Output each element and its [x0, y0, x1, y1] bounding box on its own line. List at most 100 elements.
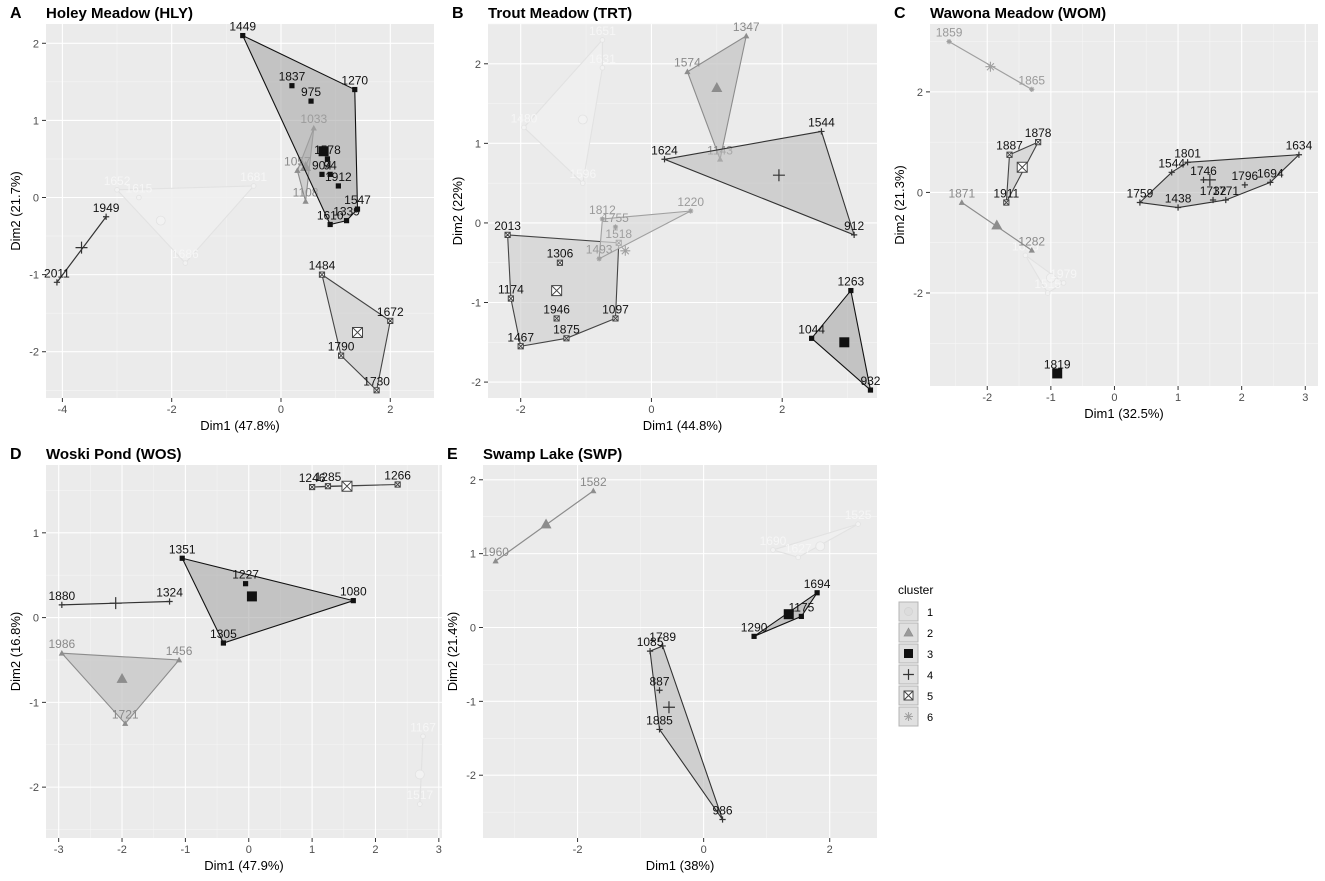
x-tick-label: -2 — [167, 404, 177, 416]
legend-symbol — [904, 649, 913, 658]
data-point — [596, 256, 602, 262]
data-point — [58, 601, 65, 608]
point-label: 1979 — [1050, 267, 1077, 281]
legend-symbol — [903, 690, 914, 701]
data-point — [1222, 196, 1229, 204]
x-tick-label: -2 — [573, 844, 583, 856]
cluster-centroid — [75, 241, 88, 254]
point-label: 1887 — [996, 139, 1023, 153]
point-label: 1686 — [172, 247, 199, 261]
point-label: 1651 — [589, 24, 616, 38]
cluster-centroid — [662, 701, 675, 714]
y-axis-label: Dim2 (21.3%) — [892, 165, 907, 244]
cluster-centroid — [577, 114, 588, 125]
legend: cluster 1 2 3 4 5 6 — [898, 583, 933, 727]
data-point — [590, 487, 597, 494]
legend-label: 5 — [927, 691, 933, 703]
x-tick-label: -1 — [181, 844, 191, 856]
point-label: 1912 — [325, 170, 352, 184]
y-axis-label: Dim2 (16.8%) — [8, 612, 23, 691]
point-label: 1246 — [299, 471, 326, 485]
point-label: 1885 — [646, 713, 673, 727]
cluster-hull — [662, 130, 855, 236]
point-label: 1672 — [377, 305, 404, 319]
cluster-4: 1949 2011 — [44, 201, 120, 286]
y-tick-label: 0 — [33, 193, 39, 205]
point-label: 1789 — [649, 630, 676, 644]
data-point — [302, 198, 309, 204]
point-label: 1282 — [1018, 234, 1045, 248]
data-point — [612, 224, 619, 230]
data-point — [599, 216, 606, 222]
point-label: 1721 — [112, 708, 139, 722]
data-point — [242, 581, 249, 587]
data-point — [114, 187, 120, 193]
point-label: 1911 — [993, 186, 1019, 200]
data-point — [1267, 179, 1274, 186]
cluster-centroid — [540, 518, 552, 529]
point-label: 1270 — [341, 74, 368, 88]
x-tick-label: 2 — [387, 404, 393, 416]
data-point — [102, 213, 110, 220]
data-point — [417, 801, 423, 807]
point-label: 1960 — [482, 545, 509, 559]
data-point — [1136, 199, 1144, 206]
data-point — [656, 687, 663, 694]
legend-label: 4 — [927, 670, 933, 682]
panel-title: Woski Pond (WOS) — [46, 446, 182, 463]
cluster-centroid — [351, 326, 363, 338]
cluster-1: 1652 1681 1686 1615 — [104, 170, 267, 266]
y-tick-label: 1 — [470, 549, 476, 561]
cluster-hull — [60, 652, 181, 725]
data-point — [352, 86, 358, 93]
data-point — [420, 733, 426, 740]
cluster-3: 1819 — [1044, 357, 1071, 379]
data-point — [946, 38, 952, 45]
cluster-1: 1167 1517 — [406, 720, 436, 807]
cluster-4: 1880 1324 — [48, 585, 183, 610]
data-point — [337, 352, 345, 359]
data-point — [327, 221, 333, 228]
cluster-centroid — [116, 673, 128, 683]
data-point — [1029, 86, 1035, 92]
point-label: 912 — [844, 219, 864, 233]
y-tick-label: 0 — [470, 622, 476, 634]
point-label: 1438 — [1165, 192, 1192, 206]
cluster-centroid — [815, 541, 826, 552]
point-label: 1878 — [1025, 126, 1052, 140]
point-label: 1484 — [309, 259, 336, 273]
legend-symbol — [903, 669, 914, 680]
x-tick-label: 2 — [372, 844, 378, 856]
data-point — [308, 98, 314, 104]
legend-symbol — [903, 627, 914, 637]
data-point — [1006, 151, 1013, 158]
data-point — [818, 128, 825, 135]
data-point — [688, 208, 694, 214]
cluster-centroid — [620, 245, 631, 256]
panel-a: -4 -2 0 2 -2 -1 0 1 2 A Holey Meadow (HLY) Dim1 (47… — [8, 5, 434, 433]
legend-label: 2 — [927, 628, 933, 640]
data-point — [319, 171, 325, 177]
legend-symbol — [904, 607, 913, 616]
point-label: 1875 — [553, 322, 580, 336]
cluster-2: 134715741143 — [674, 20, 760, 162]
data-point — [1241, 181, 1248, 189]
data-point — [1060, 280, 1067, 286]
x-tick-label: -1 — [1046, 392, 1056, 404]
legend-title: cluster — [898, 583, 933, 597]
cluster-centroid — [551, 285, 563, 297]
data-point — [719, 816, 726, 823]
legend-label: 6 — [927, 712, 933, 724]
point-label: 1681 — [240, 170, 267, 184]
data-point — [1168, 169, 1175, 176]
point-label: 932 — [860, 374, 880, 388]
point-label: 1880 — [48, 589, 75, 603]
cluster-hull — [115, 185, 255, 264]
cluster-centroid — [711, 82, 723, 92]
data-point — [373, 387, 380, 394]
cluster-hull — [1138, 154, 1301, 209]
point-label: 1801 — [1174, 146, 1201, 160]
point-label: 1174 — [498, 283, 524, 297]
